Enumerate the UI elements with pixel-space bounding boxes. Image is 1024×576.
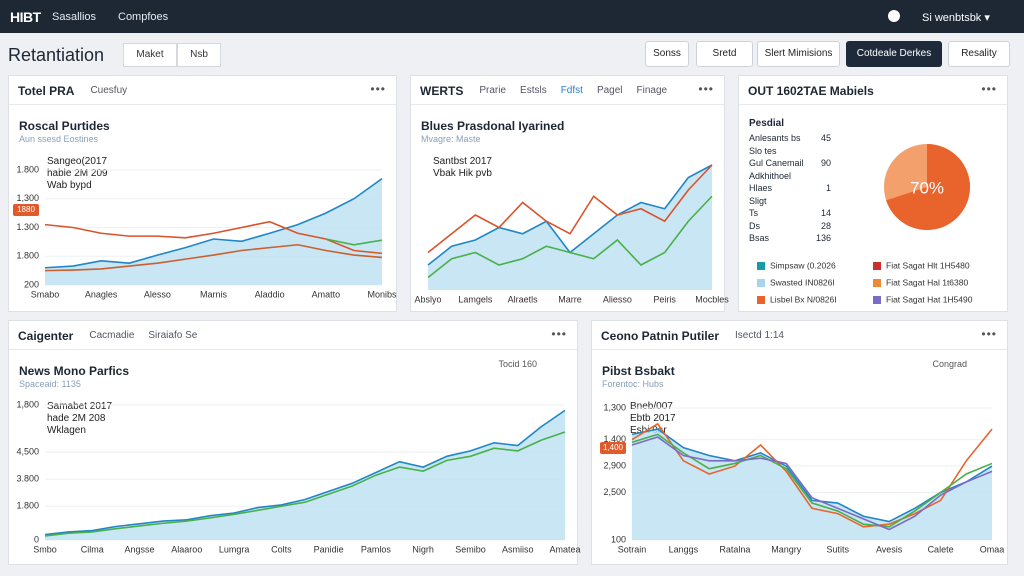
list-value: 45 — [820, 133, 831, 143]
list-label: Sligt — [749, 195, 767, 206]
tab[interactable]: Nsb — [177, 43, 221, 67]
legend-line: hable 2M 209 — [47, 168, 108, 179]
user-menu[interactable]: Si wenbtsbk ▾ — [922, 12, 990, 24]
list-value: 136 — [815, 233, 831, 243]
panel: Caigenter Cacmadie Siraiafo Se ••• News Mono… — [8, 320, 578, 565]
list-label: Gul Canemail — [749, 158, 804, 168]
nav-link[interactable]: Sasallios — [52, 11, 97, 23]
panel-header: Totel PRA Cuesfuy ••• — [9, 76, 396, 105]
more-menu[interactable]: ••• — [370, 82, 386, 96]
list-title: Pesdial — [749, 118, 785, 129]
tab[interactable]: Maket — [123, 43, 177, 67]
more-menu[interactable]: ••• — [981, 327, 997, 341]
panel-tab[interactable]: Isectd 1:14 — [735, 330, 784, 341]
list-label: Anlesants bs — [749, 133, 801, 143]
chart-subtitle: Spaceaid: 1135 — [19, 379, 81, 389]
legend-line: Bneb/007 — [630, 401, 673, 412]
legend-line: Vbak Hik pvb — [433, 168, 492, 179]
list-value: 28 — [820, 220, 831, 231]
legend-line: hade 2M 208 — [47, 413, 106, 424]
notification-icon[interactable] — [888, 10, 900, 22]
legend-line: Samabet 2017 — [47, 401, 113, 412]
page-title: Retantiation — [8, 45, 105, 65]
panel: OUT 1602TAE Mabiels ••• Pesdial Anlesants b… — [738, 75, 1008, 312]
panel-tab[interactable]: Pagel — [596, 85, 623, 96]
list-label: Hlaes — [749, 183, 773, 193]
list-label: Adkhithoel — [749, 170, 792, 181]
chart-title: News Mono Parfics — [19, 364, 130, 378]
button[interactable]: Slert Mimisions — [757, 41, 840, 67]
legend-line: Eshi 9ar — [630, 425, 667, 436]
legend-line: Wklagen — [47, 425, 86, 436]
panel-title: WERTS — [420, 84, 464, 98]
chart-subtitle: Forentoc: Hubs — [602, 379, 664, 389]
legend-line: Wab bypd — [47, 180, 92, 191]
panel-title: Totel PRA — [18, 84, 75, 98]
legend-line: Sangeo(2017 — [47, 156, 108, 167]
panel: WERTS Prarie Estsls Fdfst Pagel Finage ••• Blue… — [410, 75, 725, 312]
more-menu[interactable]: ••• — [698, 82, 714, 96]
panel-tab[interactable]: Finage — [636, 85, 668, 96]
button[interactable]: Resality — [948, 41, 1010, 67]
chart-title: Pibst Bsbakt — [602, 364, 675, 378]
more-menu[interactable]: ••• — [981, 82, 997, 96]
button[interactable]: Sretd — [696, 41, 753, 67]
chart-note: Congrad — [932, 359, 967, 369]
panel-tab[interactable]: Fdfst — [560, 85, 583, 96]
panel-header: Ceono Patnin Putiler Isectd 1:14 ••• — [592, 321, 1007, 350]
nav-link[interactable]: Compfoes — [118, 11, 169, 23]
list-value: 90 — [820, 158, 831, 168]
list-label: Bsas — [749, 233, 770, 243]
chart-subtitle: Mvagre: Maste — [421, 134, 481, 144]
top-nav: HIBT Sasallios Compfoes Si wenbtsbk ▾ — [0, 0, 1024, 33]
panel: Ceono Patnin Putiler Isectd 1:14 ••• Pibst … — [591, 320, 1008, 565]
panel-tab[interactable]: Cacmadie — [89, 330, 135, 341]
legend-line: Ebtb 2017 — [630, 413, 676, 424]
panel-tab[interactable]: Estsls — [520, 85, 547, 96]
list-value: 14 — [820, 208, 831, 218]
button[interactable]: Sonss — [645, 41, 689, 67]
panel-tab[interactable]: Prarie — [479, 85, 507, 96]
panel-title: Caigenter — [18, 329, 74, 343]
list-value: 1 — [825, 183, 831, 193]
chart-title: Roscal Purtides — [19, 119, 110, 133]
more-menu[interactable]: ••• — [551, 327, 567, 341]
chart-note: Tocid 160 — [498, 359, 537, 369]
chart-subtitle: Aun ssesd Eostines — [19, 134, 99, 144]
panel-header: Caigenter Cacmadie Siraiafo Se ••• — [9, 321, 577, 350]
list-label: Slo tes — [749, 145, 777, 156]
chart-title: Blues Prasdonal Iyarined — [421, 119, 565, 133]
panel-tab[interactable]: Cuesfuy — [90, 85, 128, 96]
list-label: Ds — [749, 220, 760, 231]
brand[interactable]: HIBT — [10, 9, 41, 25]
panel-title: Ceono Patnin Putiler — [601, 329, 720, 343]
panel: Totel PRA Cuesfuy ••• Roscal Purtides Aun ss… — [8, 75, 397, 312]
panel-title: OUT 1602TAE Mabiels — [748, 84, 874, 98]
list-label: Ts — [749, 208, 758, 218]
panel-header: WERTS Prarie Estsls Fdfst Pagel Finage ••• — [411, 76, 724, 105]
legend-line: Santbst 2017 — [433, 156, 492, 167]
button[interactable]: Cotdeale Derkes — [846, 41, 942, 67]
panel-header: OUT 1602TAE Mabiels ••• — [739, 76, 1007, 105]
panel-tab[interactable]: Siraiafo Se — [148, 330, 198, 341]
